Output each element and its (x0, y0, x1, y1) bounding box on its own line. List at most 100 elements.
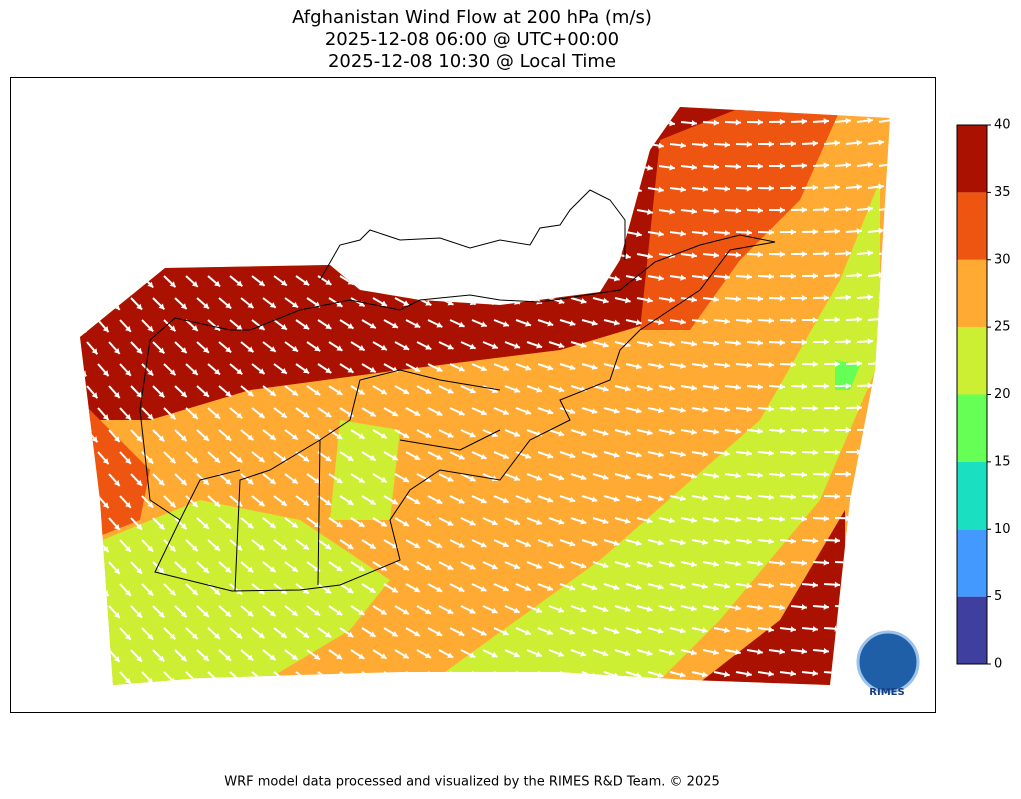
wind-arrow-head (900, 227, 906, 233)
wind-arrow-head (80, 634, 87, 641)
wind-arrow-head (867, 205, 873, 212)
wind-arrow-head (558, 518, 565, 525)
wind-arrow-head (491, 255, 498, 261)
wind-arrow-head (325, 279, 332, 285)
wind-arrow-head (834, 493, 840, 500)
wind-arrow-head (425, 167, 432, 174)
wind-arrow-head (358, 300, 365, 307)
wind-arrow-head (790, 582, 796, 589)
wind-arrow-head (325, 367, 332, 373)
wind-arrow-head (536, 122, 543, 129)
wind-arrow (130, 165, 143, 179)
wind-arrow-head (291, 345, 298, 352)
wind-arrow-head (901, 448, 906, 454)
wind-arrow-head (569, 408, 576, 415)
wind-arrow-head (823, 250, 829, 257)
wind-arrow (427, 187, 443, 196)
wind-arrow-head (889, 382, 890, 389)
wind-arrow-head (624, 341, 631, 348)
wind-arrow-head (447, 476, 454, 482)
wind-arrow (163, 107, 177, 112)
wind-arrow-head (591, 496, 598, 503)
wind-arrow-head (136, 391, 143, 398)
wind-arrow-head (347, 146, 354, 153)
wind-arrow-head (779, 648, 785, 655)
wind-arrow (273, 231, 288, 243)
wind-arrow-head (391, 586, 398, 593)
wind-arrow-head (791, 97, 796, 103)
wind-arrow-head (125, 677, 131, 684)
wind-arrow-head (136, 655, 142, 662)
wind-arrow-head (380, 256, 387, 263)
wind-arrow-head (889, 249, 890, 256)
wind-arrow-head (225, 390, 232, 397)
speed-zone (330, 420, 400, 520)
wind-arrow (416, 165, 432, 174)
wind-arrow-head (658, 142, 664, 149)
wind-arrow-head (624, 606, 631, 613)
wind-arrow-head (369, 190, 376, 197)
wind-arrow-head (901, 360, 906, 366)
wind-arrow-head (402, 564, 409, 571)
wind-arrow-head (546, 585, 553, 591)
wind-arrow-head (591, 584, 598, 591)
wind-arrow (108, 165, 121, 179)
wind-arrow-head (569, 187, 576, 194)
wind-arrow-head (757, 560, 763, 567)
wind-arrow (526, 253, 543, 261)
wind-arrow (229, 231, 244, 243)
wind-arrow-head (314, 477, 321, 484)
wind-arrow-head (889, 161, 890, 168)
wind-arrow-head (713, 163, 719, 170)
wind-arrow-head (236, 236, 243, 243)
wind-arrow-head (823, 559, 829, 566)
wind-arrow-head (336, 125, 343, 131)
wind-arrow-head (801, 250, 807, 258)
wind-arrow-head (291, 477, 298, 484)
wind-arrow-head (746, 450, 752, 457)
wind-arrow-head (856, 183, 862, 191)
wind-arrow-head (214, 107, 221, 111)
wind-arrow-head (336, 389, 343, 395)
wind-arrow-head (303, 411, 310, 418)
wind-arrow-head (147, 369, 154, 376)
wind-arrow (197, 694, 209, 705)
wind-arrow-head (680, 406, 686, 414)
wind-arrow-head (480, 497, 487, 504)
country-border (319, 189, 626, 281)
wind-arrow (405, 231, 421, 241)
wind-arrow-head (646, 517, 653, 524)
wind-arrow-head (558, 562, 564, 569)
wind-arrow-head (80, 282, 87, 289)
wind-arrow-head (580, 342, 587, 349)
wind-arrow-head (547, 408, 554, 415)
wind-arrow-head (713, 296, 719, 303)
wind-arrow-head (768, 494, 774, 501)
wind-arrow (614, 121, 631, 126)
wind-arrow-head (347, 107, 354, 109)
wind-arrow-head (302, 455, 309, 462)
wind-arrow (625, 143, 642, 148)
wind-arrow-head (202, 435, 209, 441)
wind-arrow-head (524, 629, 531, 636)
wind-arrow (483, 694, 497, 701)
wind-arrow-head (491, 343, 498, 349)
wind-arrow (493, 187, 510, 195)
wind-arrow-head (102, 502, 109, 509)
wind-arrow-head (225, 258, 232, 265)
wind-arrow-head (757, 295, 763, 302)
wind-arrow-head (691, 164, 697, 171)
wind-arrow-head (236, 148, 243, 155)
wind-arrow-head (845, 471, 851, 478)
wind-arrow-head (613, 451, 620, 458)
wind-arrow (889, 317, 890, 321)
wind-arrow (141, 143, 154, 157)
wind-arrow-head (113, 259, 120, 266)
wind-arrow-head (901, 581, 906, 587)
wind-arrow (361, 107, 377, 109)
province-border (179, 369, 501, 592)
wind-arrow (537, 187, 554, 194)
wind-arrow-head (236, 588, 243, 595)
wind-arrow (471, 231, 488, 239)
wind-arrow-head (503, 188, 510, 195)
